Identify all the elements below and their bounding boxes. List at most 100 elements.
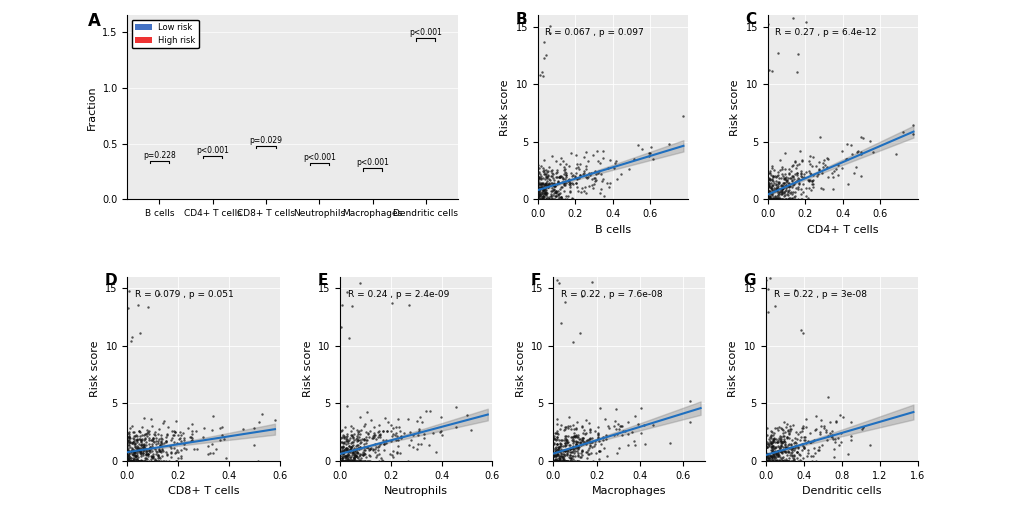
Point — [411, 427, 427, 435]
Point — [551, 173, 568, 181]
Point — [804, 180, 820, 188]
Point — [204, 440, 220, 448]
Point — [758, 457, 774, 465]
Point — [787, 196, 803, 204]
Point — [120, 437, 137, 445]
Point — [763, 196, 780, 204]
Point — [547, 457, 564, 465]
Point — [132, 457, 149, 465]
Point — [143, 457, 159, 465]
Point — [589, 430, 605, 438]
Point — [545, 457, 561, 465]
Point — [587, 177, 603, 185]
Point — [561, 183, 578, 191]
Point — [546, 452, 562, 460]
Point — [556, 457, 573, 465]
Point — [183, 434, 200, 442]
Point — [246, 441, 262, 450]
Point — [557, 437, 574, 445]
Point — [545, 457, 561, 465]
Point — [344, 433, 361, 441]
Point — [139, 425, 155, 434]
Point — [774, 196, 791, 204]
Point — [537, 188, 553, 196]
Text: C: C — [745, 12, 756, 27]
Point — [148, 457, 164, 465]
Point — [383, 432, 399, 440]
Point — [758, 457, 774, 465]
Point — [340, 442, 357, 450]
Point — [779, 457, 795, 465]
Point — [376, 440, 392, 448]
Point — [530, 178, 546, 186]
Point — [777, 178, 794, 186]
Point — [545, 176, 561, 184]
Point — [795, 329, 811, 337]
Point — [556, 432, 573, 440]
Point — [342, 439, 359, 447]
Point — [763, 172, 780, 180]
Point — [540, 196, 556, 204]
Point — [766, 172, 783, 180]
Point — [555, 455, 572, 463]
Point — [189, 445, 205, 454]
Point — [626, 155, 642, 163]
Point — [803, 180, 819, 188]
Point — [165, 431, 181, 439]
Point — [347, 457, 364, 465]
Point — [165, 443, 181, 452]
Point — [532, 196, 548, 204]
Point — [549, 186, 566, 195]
Point — [773, 185, 790, 193]
Point — [541, 22, 557, 30]
Point — [759, 457, 775, 465]
Point — [132, 448, 149, 456]
Point — [126, 447, 143, 456]
Point — [760, 450, 776, 458]
Point — [569, 447, 585, 456]
Point — [359, 436, 375, 444]
Point — [343, 457, 360, 465]
Point — [568, 151, 584, 159]
Point — [595, 192, 611, 200]
Point — [138, 448, 154, 456]
Point — [610, 424, 627, 433]
Point — [801, 176, 817, 184]
Point — [630, 419, 646, 428]
Point — [779, 176, 795, 184]
Point — [771, 448, 788, 456]
Point — [154, 435, 170, 443]
Point — [783, 440, 799, 449]
Point — [590, 447, 606, 456]
Point — [771, 437, 788, 445]
Point — [580, 438, 596, 446]
Point — [148, 451, 164, 459]
Point — [123, 454, 140, 462]
Point — [159, 431, 175, 439]
Point — [357, 457, 373, 465]
Point — [568, 182, 584, 190]
Point — [129, 447, 146, 455]
Point — [566, 437, 582, 445]
Point — [565, 437, 581, 445]
Point — [555, 426, 572, 434]
Point — [561, 187, 578, 195]
Point — [556, 446, 573, 455]
Point — [427, 448, 443, 456]
Point — [780, 447, 796, 455]
Point — [764, 442, 781, 450]
Point — [569, 174, 585, 182]
Point — [337, 452, 354, 460]
Point — [810, 166, 826, 174]
Point — [562, 149, 579, 157]
Point — [531, 188, 547, 196]
Point — [533, 162, 549, 170]
Point — [762, 184, 779, 193]
Point — [121, 287, 138, 295]
Point — [545, 189, 561, 197]
Point — [158, 430, 174, 438]
Point — [166, 449, 182, 457]
Point — [571, 457, 587, 465]
Point — [788, 435, 804, 443]
Point — [565, 171, 581, 179]
